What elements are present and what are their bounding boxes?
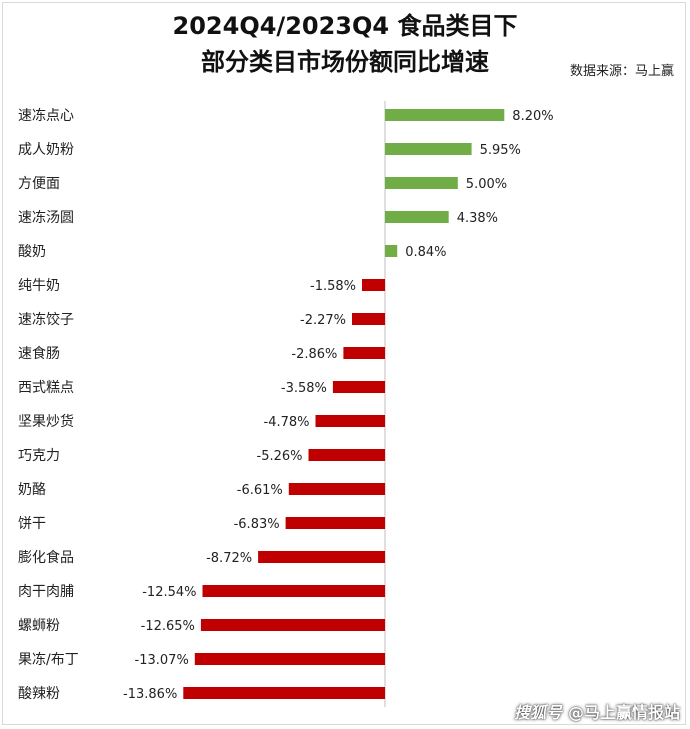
bar-12 — [288, 483, 385, 495]
value-label-2: 5.95% — [480, 143, 521, 158]
category-label-16: 螺蛳粉 — [18, 618, 60, 634]
category-label-5: 酸奶 — [18, 244, 46, 260]
category-label-6: 纯牛奶 — [18, 278, 60, 294]
bar-9 — [332, 381, 385, 393]
bar-10 — [315, 415, 385, 427]
watermark-text: @马上赢情报站 — [567, 703, 680, 722]
value-label-11: -5.26% — [257, 449, 303, 464]
value-label-3: 5.00% — [466, 177, 507, 192]
category-label-1: 速冻点心 — [18, 107, 74, 124]
value-label-10: -4.78% — [264, 415, 310, 430]
category-label-15: 肉干肉脯 — [18, 584, 74, 600]
bar-11 — [308, 449, 385, 461]
category-label-13: 饼干 — [18, 516, 46, 532]
bar-6 — [362, 279, 385, 291]
value-label-16: -12.65% — [141, 619, 195, 634]
category-label-14: 膨化食品 — [18, 549, 74, 566]
value-label-17: -13.07% — [135, 653, 189, 668]
category-label-10: 坚果炒货 — [18, 413, 74, 430]
category-label-17: 果冻/布丁 — [18, 651, 79, 668]
bar-16 — [200, 619, 385, 631]
chart-title: 2024Q4/2023Q4 食品类目下 部分类目市场份额同比增速 — [0, 8, 690, 80]
bar-14 — [258, 551, 385, 563]
category-label-4: 速冻汤圆 — [18, 209, 74, 226]
watermark: 搜狐号 @马上赢情报站 — [514, 699, 680, 723]
value-label-15: -12.54% — [142, 585, 196, 600]
title-line-1: 2024Q4/2023Q4 食品类目下 — [172, 12, 518, 40]
value-label-7: -2.27% — [300, 313, 346, 328]
category-label-18: 酸辣粉 — [18, 686, 60, 702]
bar-2 — [385, 143, 472, 155]
value-label-9: -3.58% — [281, 381, 327, 396]
category-label-7: 速冻饺子 — [18, 311, 74, 328]
category-label-12: 奶酪 — [18, 482, 46, 498]
value-label-6: -1.58% — [310, 279, 356, 294]
bar-13 — [285, 517, 385, 529]
category-label-9: 西式糕点 — [18, 380, 74, 396]
value-label-18: -13.86% — [123, 687, 177, 702]
source-note: 数据来源：马上赢 — [569, 64, 674, 79]
category-label-11: 巧克力 — [18, 448, 60, 464]
category-label-3: 方便面 — [18, 176, 60, 192]
bar-1 — [385, 109, 505, 121]
bar-17 — [194, 653, 385, 665]
title-line-2: 部分类目市场份额同比增速 — [201, 48, 489, 76]
bar-5 — [385, 245, 398, 257]
category-label-8: 速食肠 — [18, 345, 60, 362]
value-label-13: -6.83% — [234, 517, 280, 532]
category-label-2: 成人奶粉 — [18, 142, 74, 158]
value-label-14: -8.72% — [206, 551, 252, 566]
value-label-5: 0.84% — [405, 245, 446, 260]
value-label-1: 8.20% — [512, 109, 553, 124]
bar-3 — [385, 177, 458, 189]
value-label-8: -2.86% — [291, 347, 337, 362]
bar-8 — [343, 347, 385, 359]
bar-15 — [202, 585, 385, 597]
value-label-12: -6.61% — [237, 483, 283, 498]
watermark-prefix: 搜狐号 — [513, 703, 562, 722]
bar-4 — [385, 211, 449, 223]
bar-7 — [352, 313, 385, 325]
value-label-4: 4.38% — [457, 211, 498, 226]
bar-18 — [183, 687, 385, 699]
